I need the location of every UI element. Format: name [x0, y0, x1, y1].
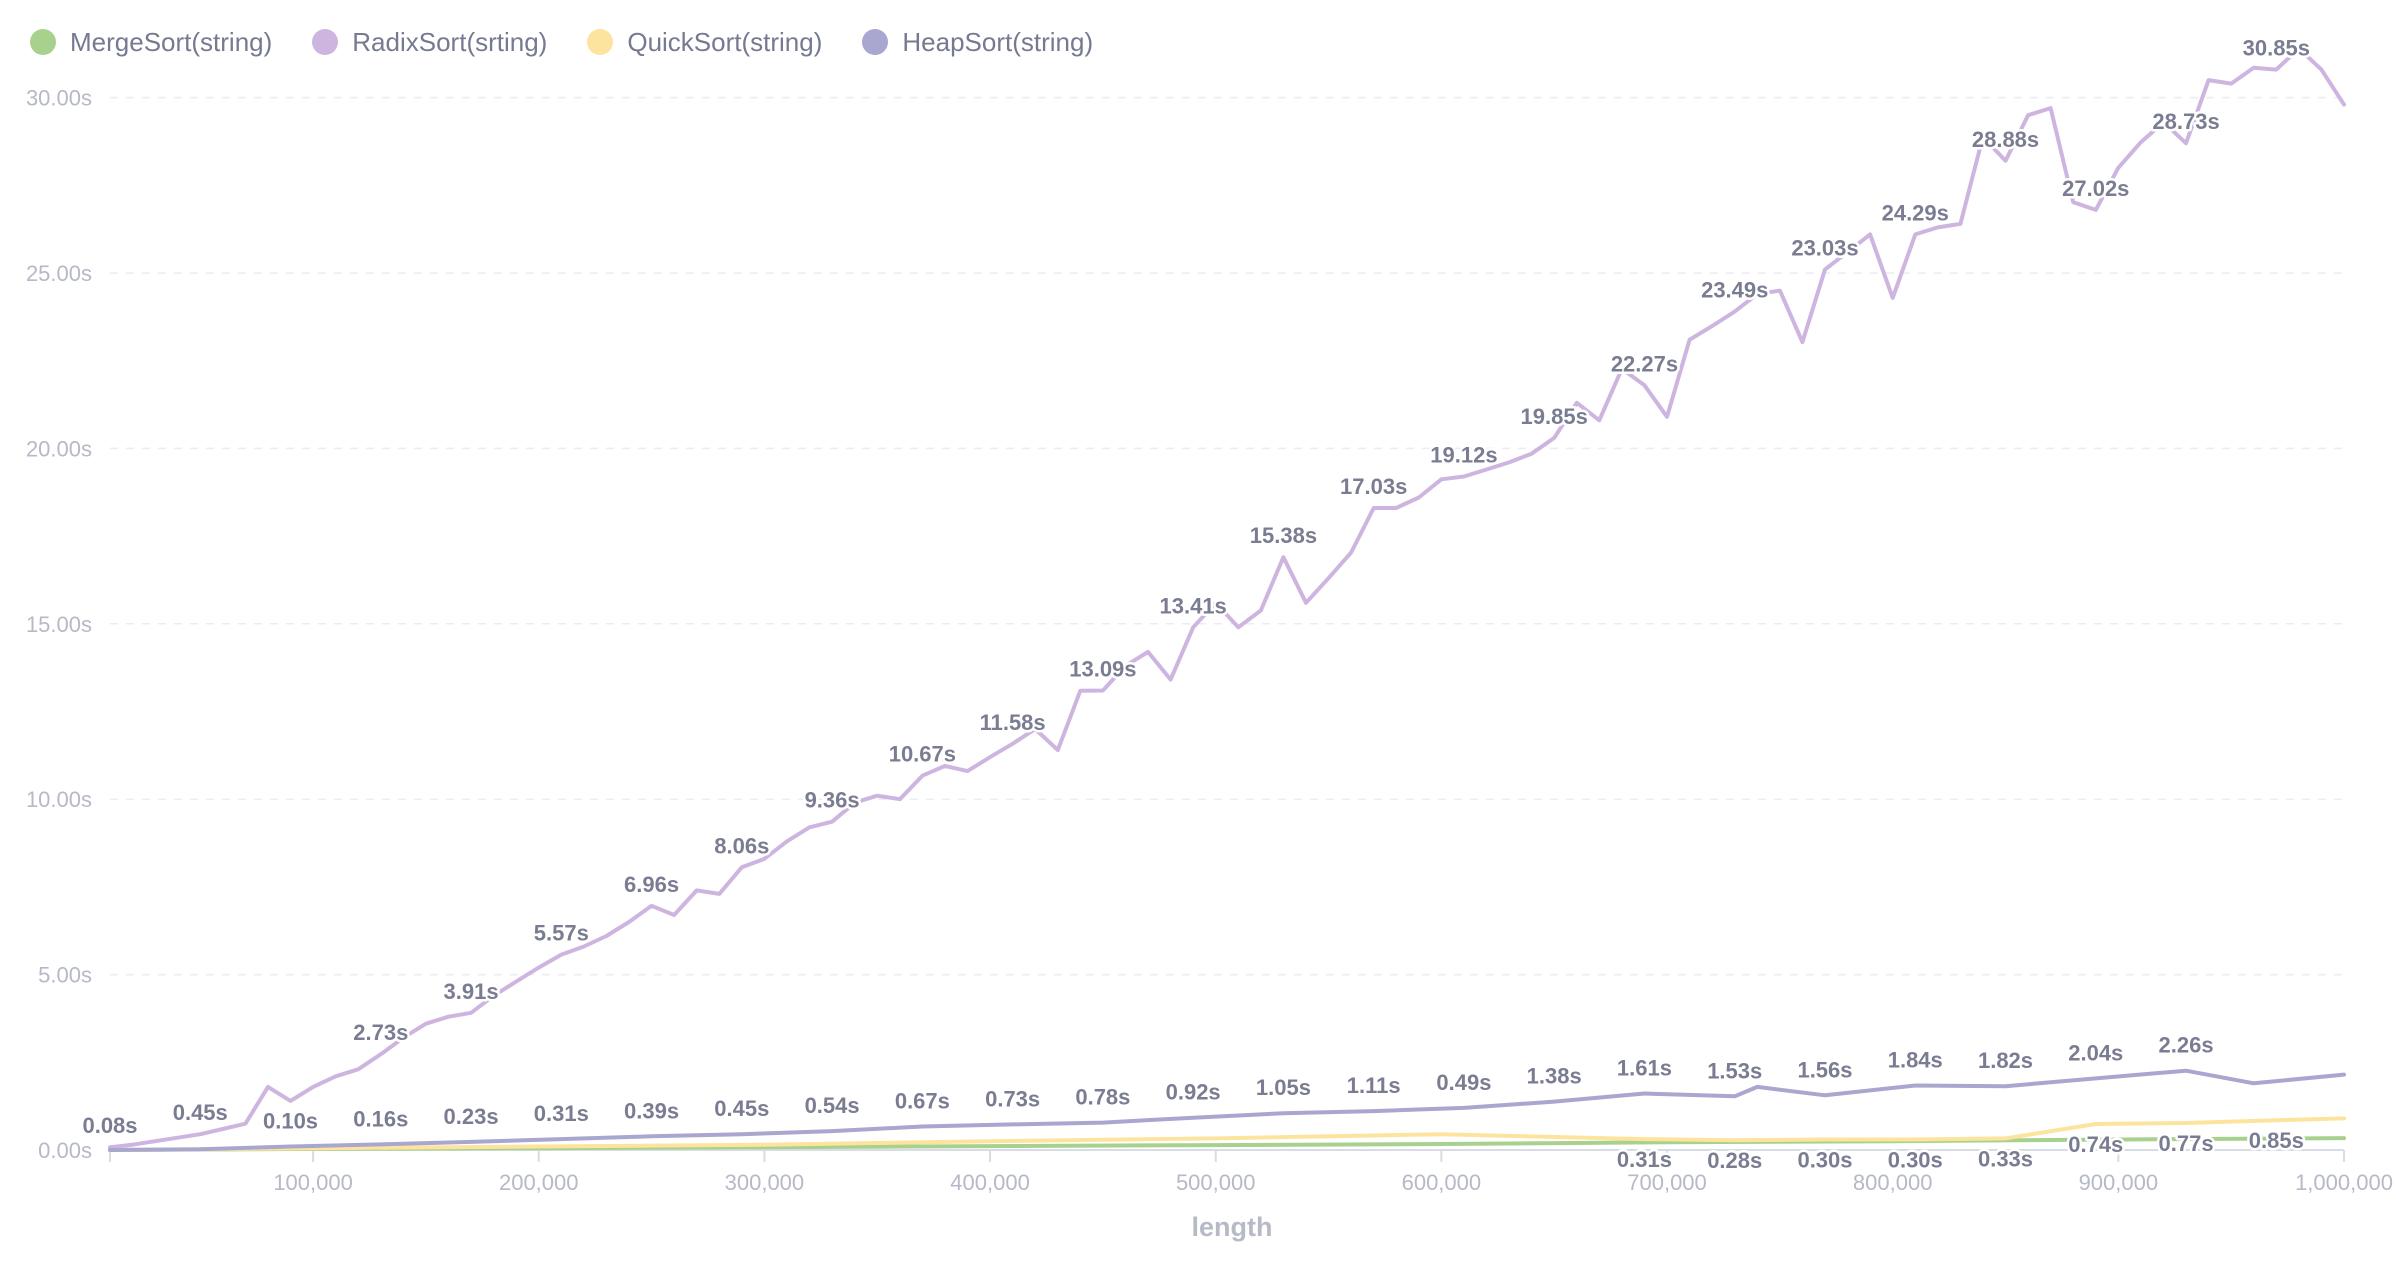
series-line-radixsort-srting[interactable]: [108, 46, 2346, 1150]
x-tick-label: 400,000: [950, 1170, 1030, 1195]
y-tick-label: 15.00s: [26, 612, 92, 637]
data-label: 1.53s: [1707, 1058, 1762, 1083]
legend-item-mergesort-string[interactable]: MergeSort(string): [30, 27, 272, 58]
data-label: 5.57s: [534, 921, 589, 946]
data-label: 0.33s: [1978, 1146, 2033, 1171]
data-label: 0.30s: [1797, 1147, 1852, 1172]
data-label: 0.39s: [624, 1098, 679, 1123]
legend-label: MergeSort(string): [70, 26, 273, 57]
x-tick-label: 500,000: [1176, 1170, 1256, 1195]
data-label: 10.67s: [889, 742, 956, 767]
data-label: 0.30s: [1888, 1147, 1943, 1172]
data-label: 0.67s: [895, 1088, 950, 1113]
data-label: 2.26s: [2159, 1033, 2214, 1058]
data-label: 0.08s: [82, 1113, 137, 1138]
data-label: 6.96s: [624, 872, 679, 897]
x-tick-label: 200,000: [499, 1170, 579, 1195]
legend-swatch: [587, 29, 614, 55]
data-label: 1.38s: [1527, 1064, 1582, 1089]
data-label: 17.03s: [1340, 474, 1407, 499]
data-label: 0.78s: [1075, 1085, 1130, 1110]
legend-item-quicksort-string[interactable]: QuickSort(string): [587, 27, 822, 58]
data-label: 0.77s: [2159, 1131, 2214, 1156]
data-label: 24.29s: [1882, 200, 1949, 225]
legend-label: HeapSort(string): [902, 26, 1094, 57]
data-label: 0.10s: [263, 1108, 318, 1133]
data-label: 0.85s: [2249, 1128, 2304, 1153]
data-label: 1.84s: [1888, 1047, 1943, 1072]
x-tick-label: 600,000: [1402, 1170, 1482, 1195]
data-label: 11.58s: [980, 710, 1046, 735]
data-label: 1.82s: [1978, 1048, 2033, 1073]
series-lines: [108, 46, 2346, 1152]
data-label: 13.41s: [1160, 593, 1227, 618]
axes: 0.00s 5.00s 10.00s 15.00s 20.00s 25.00s 30.00s…: [26, 86, 2393, 1195]
chart-legend: MergeSort(string) RadixSort(srting) QuickS…: [30, 22, 1093, 62]
data-label: 19.12s: [1430, 442, 1497, 467]
data-label: 0.92s: [1166, 1080, 1221, 1105]
data-label: 0.74s: [2068, 1132, 2123, 1157]
data-label: 1.11s: [1347, 1073, 1401, 1098]
y-tick-label: 25.00s: [26, 261, 92, 286]
data-label: 0.45s: [714, 1096, 769, 1121]
legend-item-radixsort-srting[interactable]: RadixSort(srting): [312, 27, 547, 58]
data-label: 22.27s: [1611, 351, 1678, 376]
x-tick-label: 300,000: [725, 1170, 805, 1195]
y-tick-label: 5.00s: [38, 963, 92, 988]
data-label: 23.49s: [1701, 278, 1768, 303]
data-label: 0.31s: [534, 1101, 589, 1126]
x-tick-label: 100,000: [273, 1170, 353, 1195]
x-axis-title: length: [1192, 1212, 1273, 1242]
legend-label: RadixSort(srting): [352, 26, 548, 57]
data-label: 0.49s: [1436, 1070, 1491, 1095]
x-tick-label: 800,000: [1853, 1170, 1933, 1195]
x-tick-label: 900,000: [2079, 1170, 2159, 1195]
data-label: 9.36s: [805, 788, 860, 813]
y-tick-label: 30.00s: [26, 86, 92, 111]
legend-swatch: [30, 29, 56, 55]
legend-item-heapsort-string[interactable]: HeapSort(string): [862, 27, 1093, 58]
series-line-heapsort-string[interactable]: [108, 1068, 2346, 1152]
data-label: 0.31s: [1617, 1147, 1672, 1172]
data-label: 19.85s: [1521, 404, 1588, 429]
data-label: 23.03s: [1791, 236, 1858, 261]
data-label: 1.56s: [1797, 1057, 1852, 1082]
x-tick-label: 1,000,000: [2295, 1170, 2393, 1195]
data-label: 0.23s: [444, 1104, 499, 1129]
data-label: 3.91s: [444, 979, 499, 1004]
data-label: 27.02s: [2062, 176, 2129, 201]
data-label: 0.54s: [805, 1093, 860, 1118]
data-label: 30.85s: [2243, 36, 2310, 61]
x-tick-label: 700,000: [1627, 1170, 1707, 1195]
data-label: 0.45s: [173, 1100, 228, 1125]
data-label: 2.73s: [353, 1020, 408, 1045]
data-label: 0.73s: [985, 1086, 1040, 1111]
y-tick-label: 10.00s: [26, 787, 92, 812]
y-tick-label: 20.00s: [26, 436, 92, 461]
legend-swatch: [862, 29, 889, 55]
data-label: 13.09s: [1069, 656, 1136, 681]
data-label: 8.06s: [714, 833, 769, 858]
grid-lines: [110, 96, 2344, 976]
series-line-quicksort-string[interactable]: [108, 1116, 2346, 1152]
y-tick-label: 0.00s: [38, 1138, 92, 1163]
data-label: 0.16s: [353, 1106, 408, 1131]
data-label: 2.04s: [2068, 1040, 2123, 1065]
data-label: 1.05s: [1256, 1075, 1311, 1100]
data-labels: 0.08s 0.45s 2.73s 3.91s 5.57s 6.96s 8.06s 9.36s…: [80, 33, 2312, 1176]
data-label: 1.61s: [1617, 1056, 1672, 1081]
data-label: 28.73s: [2152, 109, 2219, 134]
data-label: 15.38s: [1250, 523, 1317, 548]
legend-label: QuickSort(string): [627, 26, 823, 57]
legend-swatch: [312, 29, 339, 55]
data-label: 0.28s: [1707, 1148, 1762, 1173]
data-label: 28.88s: [1972, 127, 2039, 152]
